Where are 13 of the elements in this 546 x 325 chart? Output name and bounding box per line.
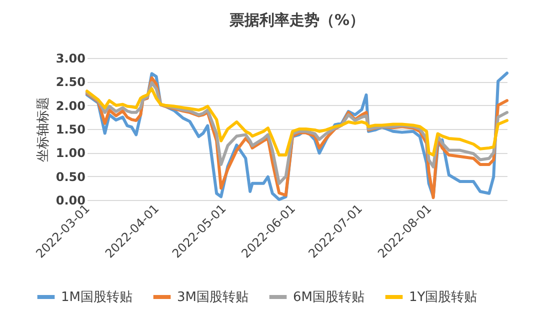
legend-label: 6M国股转贴 bbox=[293, 290, 364, 305]
y-axis-title: 坐标轴标题 bbox=[36, 97, 51, 162]
y-tick-label: 1.00 bbox=[56, 146, 86, 160]
legend-label: 1M国股转贴 bbox=[61, 290, 132, 305]
y-tick-label: 2.00 bbox=[56, 98, 86, 113]
y-tick-label: 0.50 bbox=[56, 170, 86, 184]
legend-label: 3M国股转贴 bbox=[177, 290, 248, 305]
chart-title: 票据利率走势（%） bbox=[228, 11, 365, 29]
y-tick-label: 1.50 bbox=[56, 122, 86, 136]
y-tick-label: 2.50 bbox=[56, 75, 86, 90]
legend-label: 1Y国股转贴 bbox=[409, 290, 478, 305]
line-series bbox=[86, 87, 508, 157]
y-tick-label: 3.00 bbox=[56, 52, 86, 66]
